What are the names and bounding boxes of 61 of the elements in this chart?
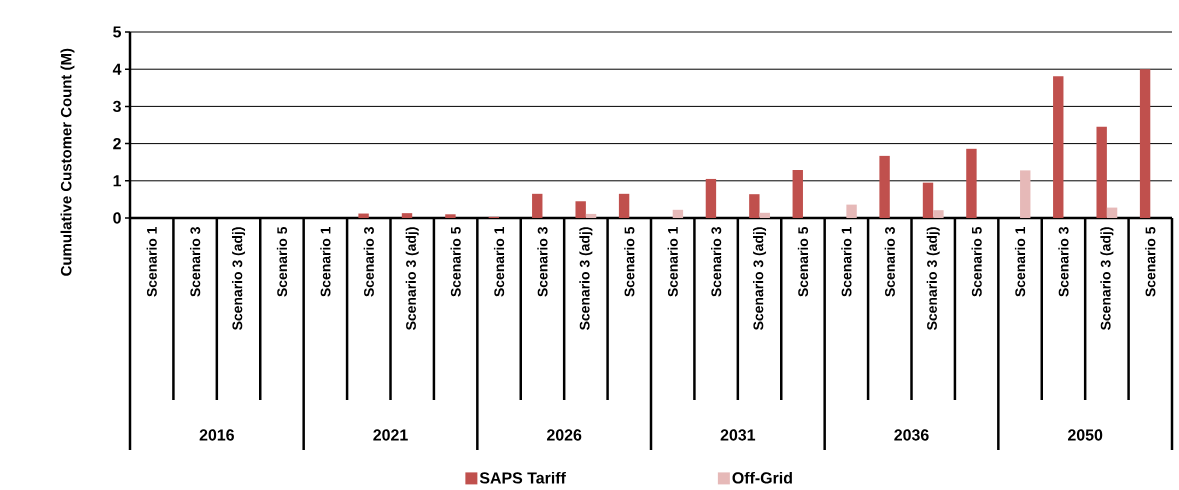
x-tick-label: Scenario 5 (276, 226, 288, 297)
x-tick-label: Scenario 5 (971, 226, 982, 297)
text: 2021 (373, 429, 408, 441)
bar (792, 170, 803, 218)
bar (759, 212, 770, 218)
bar (672, 209, 684, 218)
bar (618, 193, 630, 218)
bar (1096, 126, 1107, 218)
x-tick-label: Scenario 5 (797, 226, 809, 297)
text: 2036 (894, 429, 929, 441)
y-tick-label: 2 (113, 138, 121, 150)
bar (1106, 207, 1118, 218)
x-tick-label: Scenario 3 (189, 227, 201, 297)
bar (966, 148, 977, 218)
y-tick-label: 1 (113, 175, 122, 187)
text: 2050 (1067, 429, 1103, 441)
x-tick-label: Scenario 1 (146, 226, 157, 297)
x-tick-label: Scenario 3 (710, 227, 722, 297)
x-tick-label: Scenario 1 (1014, 226, 1026, 297)
x-tick-label: Scenario 3 (adj) (405, 227, 419, 330)
y-tick-label: 3 (112, 100, 121, 113)
y-tick-label: 0 (113, 212, 121, 224)
bar (1053, 76, 1064, 218)
x-tick-label: Scenario 3 (adj) (1100, 227, 1114, 330)
bar (575, 201, 586, 218)
x-tick-label: Scenario 1 (493, 226, 505, 297)
x-tick-label: Scenario 5 (1145, 226, 1156, 297)
bar (749, 194, 760, 218)
bar (1139, 69, 1151, 218)
bar (846, 204, 857, 218)
legend-label: SAPS Tariff (479, 471, 566, 484)
bar (933, 210, 944, 218)
x-tick-label: Scenario 1 (841, 226, 852, 297)
x-tick-label: Scenario 3 (537, 227, 548, 297)
text: 2016 (199, 429, 234, 441)
bar (922, 182, 934, 218)
bar (705, 178, 717, 218)
x-tick-label: Scenario 3 (adj) (579, 227, 593, 330)
x-tick-label: Scenario 3 (363, 227, 374, 297)
x-tick-label: Scenario 3 (adj) (926, 227, 940, 330)
y-tick-label: 5 (113, 26, 122, 38)
bar (1020, 170, 1031, 218)
text: 2031 (720, 429, 756, 441)
x-tick-label: Scenario 1 (667, 226, 678, 297)
bar (358, 213, 369, 218)
legend-label: Off-Grid (732, 471, 792, 484)
x-tick-label: Scenario 1 (320, 226, 331, 297)
y-axis-title: Cumulative Customer Count (M) (60, 48, 75, 276)
bar (879, 155, 890, 218)
y-tick-label: 4 (112, 63, 122, 75)
x-tick-label: Scenario 3 (adj) (753, 227, 767, 330)
x-tick-label: Scenario 3 (adj) (232, 227, 246, 330)
bar (532, 193, 543, 218)
x-tick-label: Scenario 5 (450, 226, 461, 297)
x-tick-label: Scenario 3 (884, 227, 895, 297)
x-tick-label: Scenario 3 (1058, 227, 1069, 297)
x-tick-label: Scenario 5 (624, 226, 635, 297)
bar (445, 214, 456, 218)
bar (401, 213, 413, 218)
text: 2026 (546, 429, 582, 441)
bar (585, 213, 597, 218)
